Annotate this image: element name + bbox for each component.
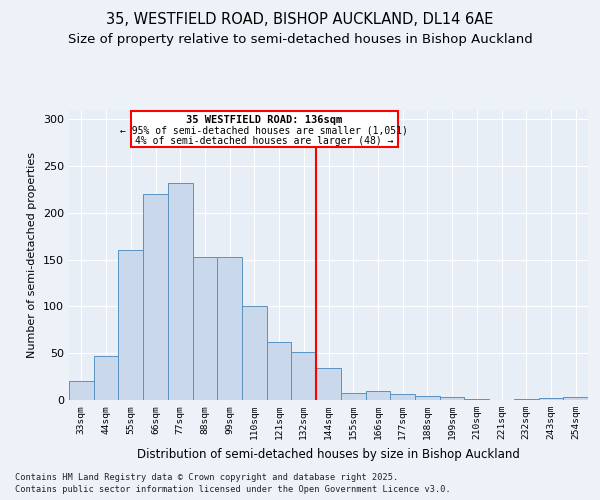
Bar: [365, 390, 390, 400]
Bar: [94, 356, 118, 400]
Bar: [267, 342, 292, 400]
Bar: [539, 398, 563, 400]
Bar: [143, 194, 168, 400]
Bar: [193, 257, 217, 400]
Bar: [292, 352, 316, 400]
Bar: [440, 397, 464, 400]
Bar: [464, 399, 489, 400]
Text: Contains public sector information licensed under the Open Government Licence v3: Contains public sector information licen…: [15, 485, 451, 494]
Text: Size of property relative to semi-detached houses in Bishop Auckland: Size of property relative to semi-detach…: [68, 32, 532, 46]
Bar: [415, 396, 440, 400]
Bar: [118, 250, 143, 400]
X-axis label: Distribution of semi-detached houses by size in Bishop Auckland: Distribution of semi-detached houses by …: [137, 448, 520, 460]
Bar: [316, 368, 341, 400]
Bar: [217, 257, 242, 400]
Text: 4% of semi-detached houses are larger (48) →: 4% of semi-detached houses are larger (4…: [135, 136, 394, 146]
Bar: [242, 306, 267, 400]
Bar: [390, 394, 415, 400]
Bar: [341, 394, 365, 400]
Bar: [514, 399, 539, 400]
Text: ← 95% of semi-detached houses are smaller (1,051): ← 95% of semi-detached houses are smalle…: [121, 126, 408, 136]
Bar: [69, 382, 94, 400]
Bar: [563, 397, 588, 400]
Text: 35, WESTFIELD ROAD, BISHOP AUCKLAND, DL14 6AE: 35, WESTFIELD ROAD, BISHOP AUCKLAND, DL1…: [106, 12, 494, 28]
Y-axis label: Number of semi-detached properties: Number of semi-detached properties: [28, 152, 37, 358]
Text: Contains HM Land Registry data © Crown copyright and database right 2025.: Contains HM Land Registry data © Crown c…: [15, 472, 398, 482]
Text: 35 WESTFIELD ROAD: 136sqm: 35 WESTFIELD ROAD: 136sqm: [186, 114, 343, 124]
Bar: [168, 183, 193, 400]
Bar: [131, 111, 398, 148]
